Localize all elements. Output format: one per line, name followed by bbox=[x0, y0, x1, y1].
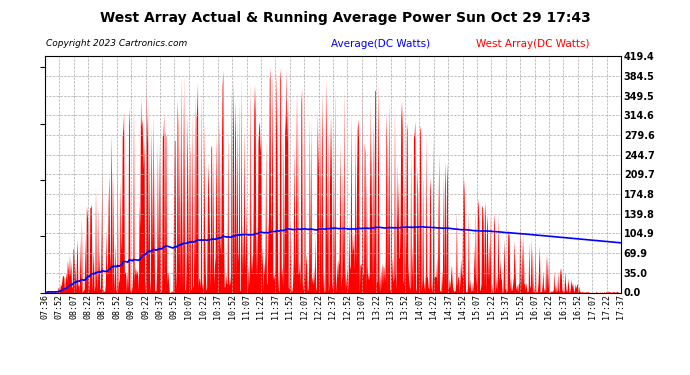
Text: West Array Actual & Running Average Power Sun Oct 29 17:43: West Array Actual & Running Average Powe… bbox=[99, 11, 591, 25]
Text: Average(DC Watts): Average(DC Watts) bbox=[331, 39, 431, 50]
Text: Copyright 2023 Cartronics.com: Copyright 2023 Cartronics.com bbox=[46, 39, 188, 48]
Text: West Array(DC Watts): West Array(DC Watts) bbox=[476, 39, 589, 50]
